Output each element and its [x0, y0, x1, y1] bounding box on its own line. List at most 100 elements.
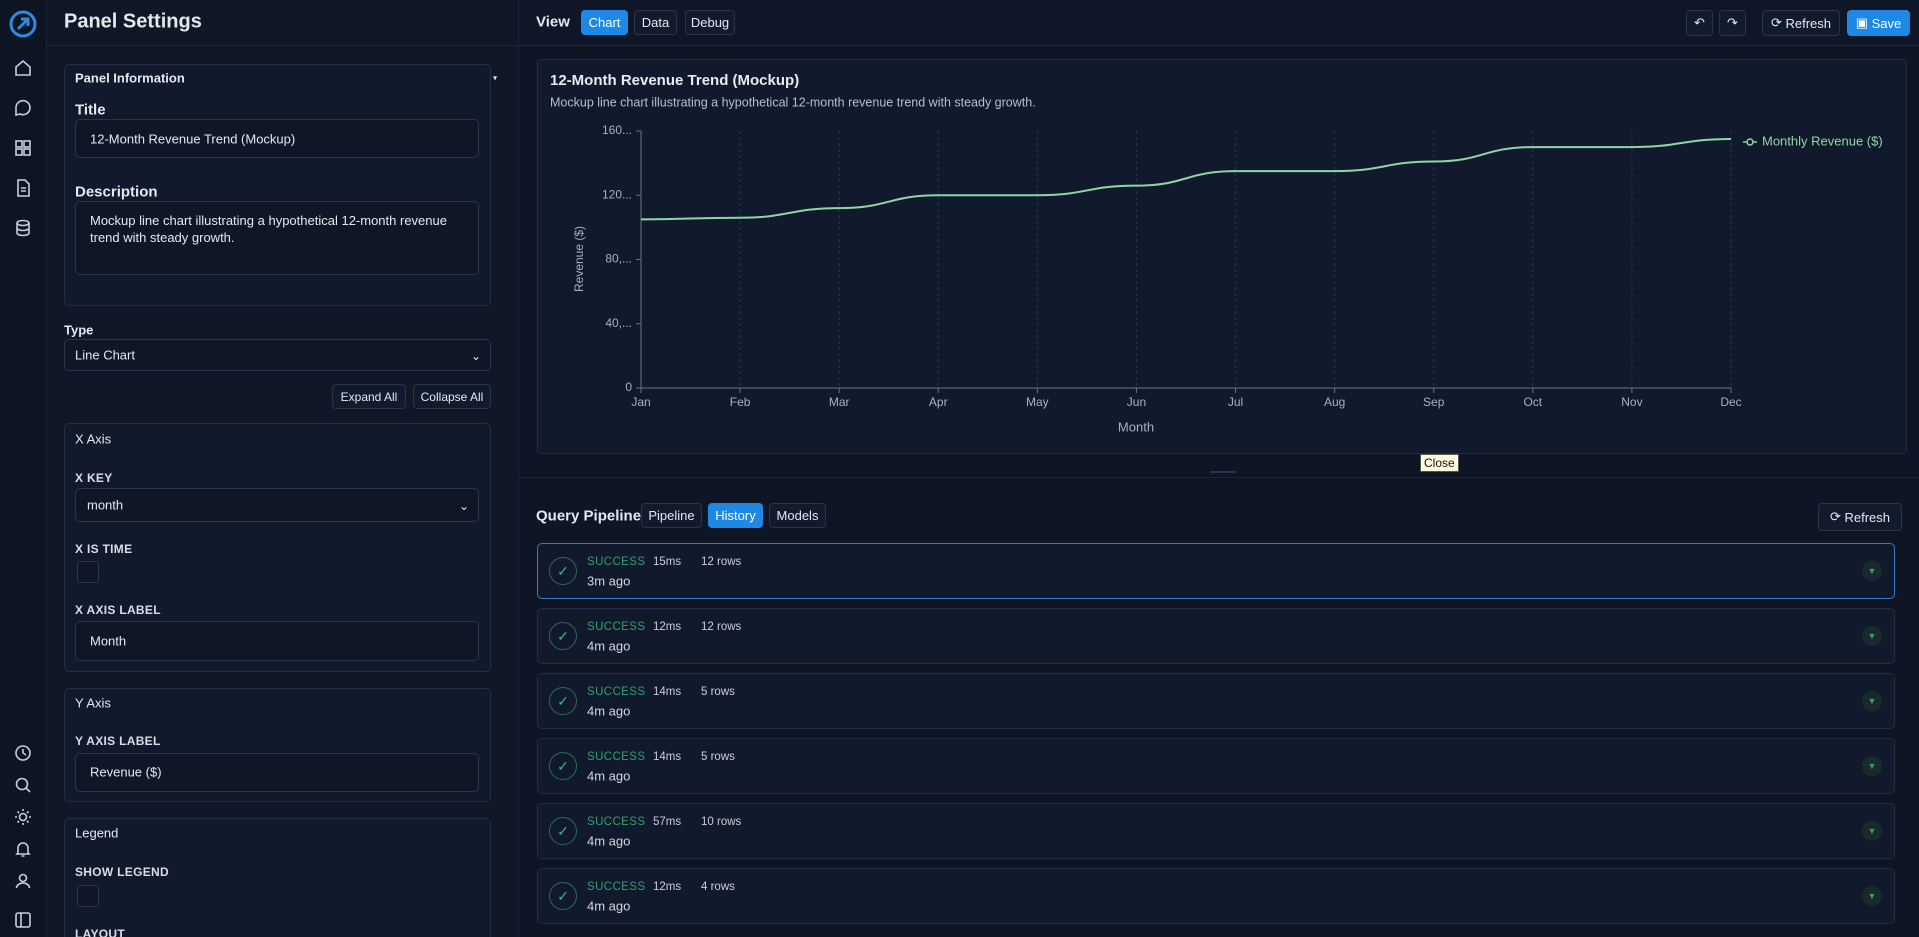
home-icon[interactable] [12, 57, 34, 79]
x-is-time-label: X IS TIME [75, 542, 133, 556]
expand-toggle[interactable]: ▼ [1862, 756, 1882, 776]
x-axis-label-input[interactable] [75, 621, 479, 661]
x-tick-label: Aug [1324, 395, 1345, 409]
run-row[interactable] [537, 803, 1895, 859]
run-duration: 14ms [653, 686, 682, 698]
user-icon[interactable] [12, 870, 34, 892]
run-rows: 5 rows [701, 686, 735, 698]
select-chevron: ⌄ [459, 499, 470, 513]
expand-all-button[interactable]: Expand All [332, 384, 406, 409]
panel-title: Panel Settings [64, 10, 202, 33]
y-axis-label-input[interactable] [75, 753, 479, 792]
x-axis-heading[interactable]: X Axis [75, 431, 112, 447]
collapse-icon[interactable] [12, 909, 34, 931]
history-icon[interactable] [12, 742, 34, 764]
save-button[interactable]: ▣ Save [1847, 10, 1910, 36]
theme-icon[interactable] [12, 806, 34, 828]
title-input[interactable] [75, 119, 479, 158]
refresh-button[interactable]: ⟳ Refresh [1762, 10, 1840, 36]
run-row[interactable] [537, 608, 1895, 664]
y-tick-label: 160... [602, 123, 632, 137]
x-is-time-checkbox[interactable] [77, 561, 99, 583]
tab[interactable]: Models [769, 503, 826, 528]
title-value[interactable]: 12-Month Revenue Trend (Mockup) [90, 131, 296, 147]
run-status: SUCCESS [587, 621, 646, 633]
description-value[interactable]: Mockup line chart illustrating a hypothe… [90, 213, 447, 245]
run-time: 4m ago [587, 833, 631, 849]
x-key-value[interactable]: month [87, 497, 124, 513]
expand-toggle[interactable]: ▼ [1862, 691, 1882, 711]
run-status: SUCCESS [587, 881, 646, 893]
description-input[interactable] [75, 201, 479, 275]
show-legend-label: SHOW LEGEND [75, 865, 169, 879]
run-duration: 12ms [653, 881, 682, 893]
run-duration: 14ms [653, 751, 682, 763]
y-axis-heading[interactable]: Y Axis [75, 695, 111, 711]
run-duration: 15ms [653, 556, 682, 568]
select-chevron: ⌄ [471, 349, 482, 363]
show-legend-checkbox[interactable] [77, 885, 99, 907]
x-tick-label: Dec [1720, 395, 1741, 409]
legend-card [64, 818, 491, 937]
run-duration: 12ms [653, 621, 682, 633]
x-tick-label: Jul [1228, 395, 1243, 409]
tab[interactable]: Data [634, 10, 677, 35]
y-axis-title: Revenue ($) [572, 226, 586, 292]
chat-icon[interactable] [12, 97, 34, 119]
refresh-icon: ⟳ [1770, 15, 1786, 30]
run-row[interactable] [537, 738, 1895, 794]
x-key-select[interactable] [75, 488, 479, 522]
document-icon[interactable] [12, 177, 34, 199]
x-tick-label: Sep [1423, 395, 1445, 409]
tab[interactable]: Chart [581, 10, 628, 35]
x-key-label: X KEY [75, 471, 113, 485]
description-label: Description [75, 183, 158, 201]
run-rows: 10 rows [701, 816, 742, 828]
database-icon[interactable] [12, 217, 34, 239]
undo-button[interactable]: ↶ [1686, 10, 1713, 36]
bell-icon[interactable] [12, 838, 34, 860]
run-row[interactable] [537, 543, 1895, 599]
success-icon: ✓ [549, 817, 577, 845]
resize-handle[interactable] [1210, 471, 1236, 473]
chart-title: 12-Month Revenue Trend (Mockup) [550, 72, 799, 89]
nav-rail [0, 0, 47, 937]
dashboard-icon[interactable] [12, 137, 34, 159]
type-select[interactable] [64, 339, 491, 371]
refresh-text: Refresh [1844, 509, 1891, 525]
x-tick-label: Feb [730, 395, 751, 409]
tab[interactable]: Pipeline [641, 503, 702, 528]
expand-toggle[interactable]: ▼ [1862, 886, 1882, 906]
caret[interactable]: ▾ [493, 73, 498, 83]
save-icon: ▣ [1855, 15, 1872, 30]
expand-toggle[interactable]: ▼ [1862, 821, 1882, 841]
divider [519, 477, 1919, 478]
run-status: SUCCESS [587, 686, 646, 698]
y-axis-label-label: Y AXIS LABEL [75, 734, 161, 748]
run-rows: 4 rows [701, 881, 735, 893]
redo-button[interactable]: ↷ [1719, 10, 1746, 36]
search-icon[interactable] [12, 774, 34, 796]
expand-toggle[interactable]: ▼ [1862, 561, 1882, 581]
refresh-text: Refresh [1785, 15, 1832, 31]
tab[interactable]: History [708, 503, 763, 528]
tab[interactable]: Debug [685, 10, 735, 35]
logo[interactable] [8, 9, 38, 39]
legend-heading[interactable]: Legend [75, 825, 119, 841]
expand-toggle[interactable]: ▼ [1862, 626, 1882, 646]
x-tick-label: May [1026, 395, 1049, 409]
run-row[interactable] [537, 868, 1895, 924]
layout-label: LAYOUT [75, 927, 126, 937]
section-heading[interactable]: Panel Information [75, 70, 185, 86]
collapse-all-button[interactable]: Collapse All [413, 384, 491, 409]
settings-panel: Panel Settings Panel Information ▾ Title… [47, 0, 519, 937]
success-icon: ✓ [549, 622, 577, 650]
type-value[interactable]: Line Chart [75, 347, 135, 363]
y-tick-label: 40,... [605, 316, 632, 330]
chart: 12-Month Revenue Trend (Mockup) Mockup l… [550, 72, 1883, 434]
pipeline-refresh-button[interactable]: ⟳ Refresh [1818, 503, 1902, 531]
run-row[interactable] [537, 673, 1895, 729]
legend-label: Monthly Revenue ($) [1762, 133, 1883, 148]
x-axis-label-value[interactable]: Month [90, 633, 127, 649]
y-axis-label-value[interactable]: Revenue ($) [90, 764, 162, 780]
